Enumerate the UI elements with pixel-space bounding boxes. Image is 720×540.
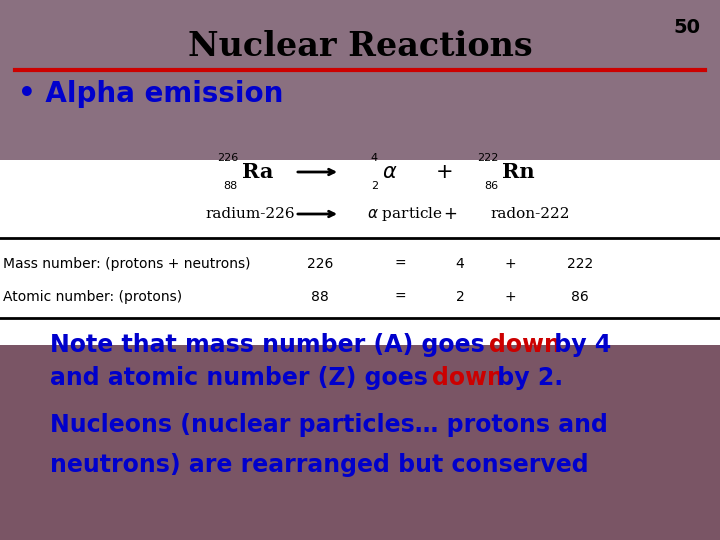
Text: +: + <box>436 162 454 182</box>
Text: =: = <box>394 290 406 304</box>
Text: 226: 226 <box>217 153 238 163</box>
Text: 88: 88 <box>311 290 329 304</box>
Text: Rn: Rn <box>502 162 535 182</box>
Text: down: down <box>489 333 561 357</box>
Text: 222: 222 <box>477 153 498 163</box>
Text: +: + <box>504 290 516 304</box>
Bar <box>0 240 720 340</box>
Text: radium-226: radium-226 <box>205 207 294 221</box>
Text: Ra: Ra <box>242 162 274 182</box>
Text: 4: 4 <box>456 257 464 271</box>
Text: 50: 50 <box>673 18 700 37</box>
Text: +: + <box>443 205 457 223</box>
Bar <box>0 270 720 540</box>
Bar <box>0 0 720 270</box>
Text: 222: 222 <box>567 257 593 271</box>
Text: Atomic number: (protons): Atomic number: (protons) <box>3 290 182 304</box>
Text: $\alpha$: $\alpha$ <box>382 162 397 182</box>
Text: down: down <box>433 366 505 390</box>
Text: radon-222: radon-222 <box>490 207 570 221</box>
Text: by 4: by 4 <box>546 333 611 357</box>
Text: 2: 2 <box>371 181 378 191</box>
Text: 226: 226 <box>307 257 333 271</box>
Text: 86: 86 <box>571 290 589 304</box>
Text: 86: 86 <box>484 181 498 191</box>
Text: =: = <box>394 257 406 271</box>
Text: and atomic number (Z) goes: and atomic number (Z) goes <box>50 366 436 390</box>
Text: neutrons) are rearranged but conserved: neutrons) are rearranged but conserved <box>50 453 589 477</box>
Text: Mass number: (protons + neutrons): Mass number: (protons + neutrons) <box>3 257 251 271</box>
Bar <box>0 160 720 345</box>
Text: by 2.: by 2. <box>489 366 563 390</box>
Text: • Alpha emission: • Alpha emission <box>18 80 284 108</box>
Text: Nuclear Reactions: Nuclear Reactions <box>188 30 532 63</box>
Text: Nucleons (nuclear particles… protons and: Nucleons (nuclear particles… protons and <box>50 413 608 437</box>
Text: 4: 4 <box>371 153 378 163</box>
Text: Note that mass number (A) goes: Note that mass number (A) goes <box>50 333 493 357</box>
Text: 2: 2 <box>456 290 464 304</box>
Text: 88: 88 <box>224 181 238 191</box>
Text: $\alpha$ particle: $\alpha$ particle <box>367 205 443 223</box>
Text: +: + <box>504 257 516 271</box>
